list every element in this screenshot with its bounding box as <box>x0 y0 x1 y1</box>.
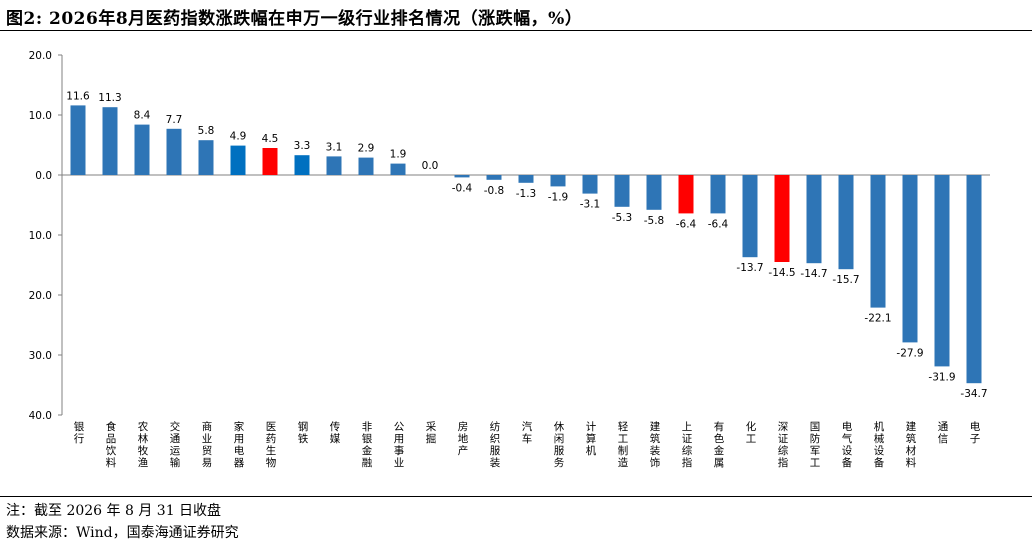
category-label: 家用电器 <box>234 420 245 469</box>
category-label: 深证综指 <box>778 421 789 469</box>
y-tick-label: 30.0 <box>29 350 52 362</box>
bar <box>806 175 822 264</box>
category-label: 电子 <box>970 420 981 445</box>
data-label: -15.7 <box>832 274 859 286</box>
y-tick-label: 40.0 <box>29 410 52 422</box>
data-label: -1.9 <box>548 191 569 203</box>
data-label: -31.9 <box>928 371 955 383</box>
bar <box>934 175 950 367</box>
bar <box>582 175 598 194</box>
data-label: -1.3 <box>516 188 537 200</box>
bar <box>742 175 758 258</box>
data-label: -22.1 <box>864 313 891 325</box>
bar <box>678 175 694 214</box>
data-label: 5.8 <box>198 125 215 137</box>
data-label: 8.4 <box>134 110 151 122</box>
y-tick-label: 0.0 <box>35 170 52 182</box>
bar <box>70 105 86 175</box>
bar <box>326 156 342 175</box>
category-label: 电气设备 <box>842 420 853 469</box>
bar <box>230 145 246 175</box>
bar <box>198 140 214 175</box>
bar-chart: 20.0 10.0 0.0 10.0 20.0 30.0 40.0 11.6 银行 11.3 食品饮… <box>29 50 990 469</box>
chart-title: 图2: 2026年8月医药指数涨跌幅在申万一级行业排名情况（涨跌幅，%） <box>6 9 583 29</box>
bar <box>134 124 150 175</box>
category-label: 医药生物 <box>266 421 277 469</box>
category-label: 轻工制造 <box>618 420 629 469</box>
category-label: 商业贸易 <box>202 420 213 469</box>
bar <box>518 175 534 183</box>
bar <box>454 175 470 178</box>
data-label: -34.7 <box>960 388 987 400</box>
data-label: -6.4 <box>676 218 697 230</box>
category-label: 房地产 <box>458 420 469 457</box>
data-label: 11.3 <box>98 92 121 104</box>
category-label: 建筑装饰 <box>650 420 661 469</box>
bar <box>710 175 726 214</box>
bar <box>646 175 662 210</box>
data-label: -13.7 <box>736 262 763 274</box>
category-label: 食品饮料 <box>106 420 117 469</box>
data-label: -5.3 <box>612 212 633 224</box>
data-label: -27.9 <box>896 347 923 359</box>
bar <box>102 107 118 175</box>
bar <box>166 128 182 175</box>
category-label: 化工 <box>746 420 757 445</box>
data-label: 11.6 <box>66 90 90 102</box>
data-label: 1.9 <box>390 149 407 161</box>
bar <box>614 175 630 207</box>
data-label: -14.5 <box>768 267 795 279</box>
category-label: 交通运输 <box>170 420 181 469</box>
footer-divider <box>0 496 1032 497</box>
bar <box>262 148 278 175</box>
data-label: 2.9 <box>358 143 375 155</box>
category-label: 有色金属 <box>714 420 725 469</box>
y-tick-label: 10.0 <box>29 230 52 242</box>
data-label: 4.9 <box>230 131 247 143</box>
bar <box>358 157 374 175</box>
data-label: -14.7 <box>800 268 827 280</box>
category-label: 传媒 <box>330 421 341 445</box>
data-label: 4.5 <box>262 133 279 145</box>
category-label: 钢铁 <box>298 420 309 445</box>
bar <box>390 163 406 175</box>
data-label: 3.1 <box>326 141 343 153</box>
category-label: 通信 <box>938 421 949 445</box>
category-label: 采掘 <box>426 421 437 445</box>
bar <box>486 175 502 180</box>
data-label: -3.1 <box>580 199 601 211</box>
bar <box>966 175 982 384</box>
category-label: 建筑材料 <box>906 420 917 469</box>
bar <box>550 175 566 187</box>
data-label: -0.4 <box>452 182 473 194</box>
category-label: 计算机 <box>586 420 597 457</box>
data-label: -6.4 <box>708 218 729 230</box>
category-label: 公用事业 <box>394 421 405 469</box>
data-label: -5.8 <box>644 215 665 227</box>
data-label: 3.3 <box>294 140 311 152</box>
y-tick-label: 10.0 <box>29 110 52 122</box>
bar <box>294 155 310 175</box>
bar <box>774 175 790 262</box>
bar <box>870 175 886 308</box>
footnote: 注：截至 2026 年 8 月 31 日收盘 <box>6 503 222 519</box>
data-label: -0.8 <box>484 185 505 197</box>
y-tick-label: 20.0 <box>29 50 52 62</box>
category-label: 机械设备 <box>874 420 885 469</box>
y-tick-label: 20.0 <box>29 290 52 302</box>
category-label: 上证综指 <box>682 421 693 469</box>
data-label: 0.0 <box>422 160 439 172</box>
category-label: 银行 <box>74 420 85 445</box>
category-label: 纺织服装 <box>490 420 501 469</box>
category-label: 汽车 <box>522 420 533 445</box>
data-label: 7.7 <box>166 114 183 126</box>
title-divider <box>0 30 1032 31</box>
category-label: 国防军工 <box>810 421 821 469</box>
bar <box>838 175 854 270</box>
bar <box>902 175 918 343</box>
category-label: 休闲服务 <box>554 421 565 469</box>
category-label: 农林牧渔 <box>138 420 149 469</box>
category-label: 非银金融 <box>362 421 373 469</box>
source-note: 数据来源：Wind，国泰海通证券研究 <box>6 525 239 541</box>
